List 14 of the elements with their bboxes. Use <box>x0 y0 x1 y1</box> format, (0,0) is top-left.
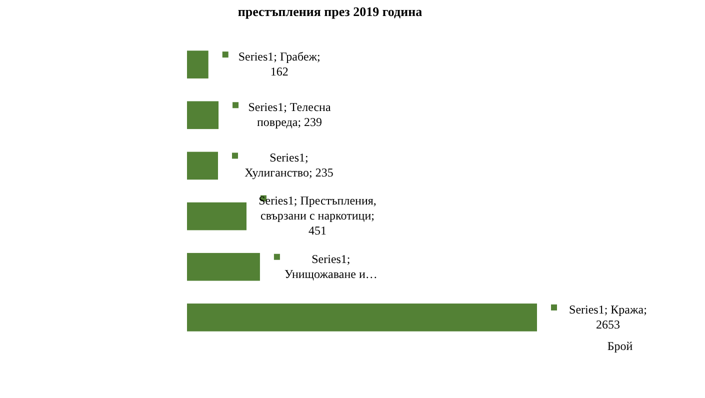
chart-title: престъпления през 2019 година <box>238 4 423 19</box>
data-label: Series1; Грабеж; 162 <box>238 50 320 79</box>
data-label: Series1; Престъпления, свързани с наркотици; 451 <box>258 193 376 238</box>
bar <box>187 101 219 130</box>
data-label: Series1; Унищожаване и… <box>284 252 378 281</box>
text: Брой <box>607 339 634 353</box>
data-label: Series1; Хулиганство; 235 <box>244 150 334 180</box>
bar <box>187 152 218 180</box>
bar <box>187 304 537 332</box>
bar <box>187 252 260 281</box>
data-label: Series1; Кража; 2653 <box>569 302 647 332</box>
data-label: Series1; Телесна повреда; 239 <box>248 100 332 130</box>
bar <box>187 202 246 230</box>
bar <box>187 50 208 78</box>
